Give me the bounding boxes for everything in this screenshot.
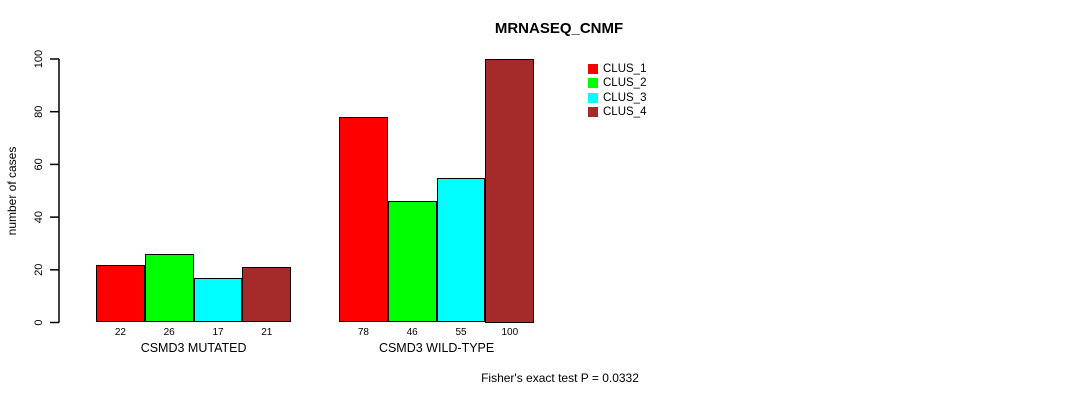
y-axis: 0 20 40 60 80 100 — [33, 50, 60, 326]
bar-value-label: 26 — [163, 326, 175, 338]
bar-value-label: 55 — [455, 326, 467, 338]
bar-clus-3-csmd3-mutated — [193, 277, 243, 323]
legend-swatch-clus-2 — [588, 78, 598, 89]
y-tick-label: 100 — [33, 50, 45, 68]
footnote-text: Fisher's exact test P = 0.0332 — [481, 371, 639, 385]
legend-swatch-clus-4 — [588, 107, 598, 118]
y-tick-label: 20 — [33, 264, 45, 276]
bar-value-label: 78 — [357, 326, 369, 338]
bar-value-label: 46 — [406, 326, 418, 338]
y-axis-label: number of cases — [5, 147, 19, 236]
legend-item-clus-2: CLUS_2 — [588, 77, 646, 89]
bar-clus-4-csmd3-wild-type — [485, 59, 535, 323]
bar-value-label: 21 — [261, 326, 273, 338]
y-tick-label: 0 — [33, 319, 45, 325]
y-tick-label: 60 — [33, 158, 45, 170]
category-label-csmd3-mutated: CSMD3 MUTATED — [140, 341, 247, 355]
legend-item-label: CLUS_4 — [603, 106, 647, 119]
bar-value-label: 100 — [501, 326, 519, 338]
bar-clus-3-csmd3-wild-type — [436, 177, 486, 323]
legend-item-label: CLUS_1 — [603, 62, 647, 75]
category-label-csmd3-wild-type: CSMD3 WILD-TYPE — [378, 341, 495, 355]
bar-clus-1-csmd3-wild-type — [339, 116, 388, 323]
legend-item-label: CLUS_2 — [603, 77, 647, 90]
chart-title: MRNASEQ_CNMF — [494, 20, 624, 37]
legend-item-clus-1: CLUS_1 — [588, 63, 646, 75]
y-tick-label: 80 — [33, 106, 45, 118]
bar-clus-2-csmd3-wild-type — [387, 201, 437, 323]
bar-clus-2-csmd3-mutated — [144, 253, 194, 323]
bar-value-label: 17 — [212, 326, 224, 338]
legend-swatch-clus-3 — [588, 92, 598, 103]
bar-value-label: 22 — [114, 326, 126, 338]
legend-item-clus-3: CLUS_3 — [588, 92, 646, 104]
legend-item-label: CLUS_3 — [603, 91, 647, 104]
legend-item-clus-4: CLUS_4 — [588, 106, 646, 118]
bar-clus-1-csmd3-mutated — [96, 264, 145, 323]
y-tick-label: 40 — [33, 211, 45, 223]
bar-clus-4-csmd3-mutated — [242, 267, 292, 323]
legend-swatch-clus-1 — [588, 63, 598, 74]
